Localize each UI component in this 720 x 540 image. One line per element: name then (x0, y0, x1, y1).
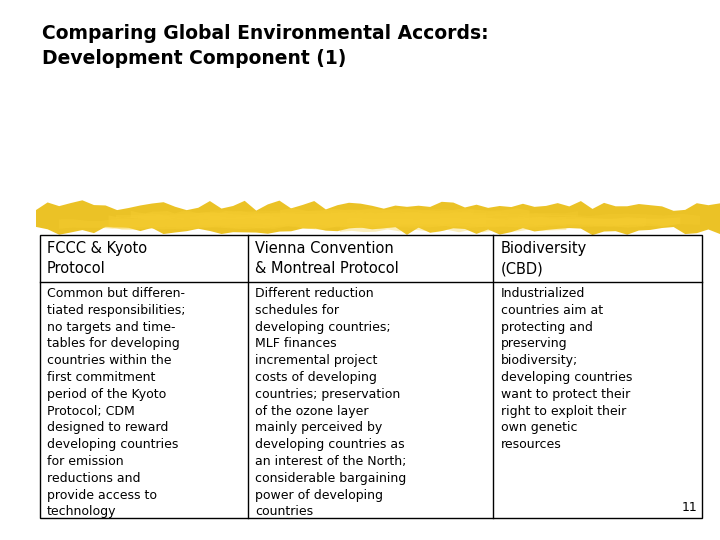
Polygon shape (59, 218, 315, 229)
Bar (40, 235, 702, 518)
Text: Vienna Convention
& Montreal Protocol: Vienna Convention & Montreal Protocol (256, 241, 399, 276)
Polygon shape (347, 217, 680, 227)
Polygon shape (300, 217, 505, 227)
Polygon shape (329, 218, 644, 227)
Text: Biodiversity
(CBD): Biodiversity (CBD) (500, 241, 587, 276)
Text: Common but differen-
tiated responsibilities;
no targets and time-
tables for de: Common but differen- tiated responsibili… (47, 287, 185, 518)
Polygon shape (109, 215, 361, 230)
Polygon shape (130, 211, 270, 221)
Text: Industrialized
countries aim at
protecting and
preserving
biodiversity;
developi: Industrialized countries aim at protecti… (500, 287, 632, 451)
Text: Comparing Global Environmental Accords:
Development Component (1): Comparing Global Environmental Accords: … (42, 24, 488, 68)
Polygon shape (340, 216, 567, 232)
Polygon shape (307, 216, 646, 229)
Polygon shape (198, 213, 487, 226)
Text: FCCC & Kyoto
Protocol: FCCC & Kyoto Protocol (47, 241, 147, 276)
Text: Different reduction
schedules for
developing countries;
MLF finances
incremental: Different reduction schedules for develo… (256, 287, 407, 518)
Polygon shape (317, 211, 578, 218)
Text: 11: 11 (681, 501, 697, 514)
Polygon shape (116, 212, 447, 221)
Polygon shape (280, 208, 530, 221)
Polygon shape (36, 200, 720, 235)
Polygon shape (351, 213, 700, 226)
Polygon shape (330, 212, 438, 219)
Polygon shape (210, 209, 474, 225)
